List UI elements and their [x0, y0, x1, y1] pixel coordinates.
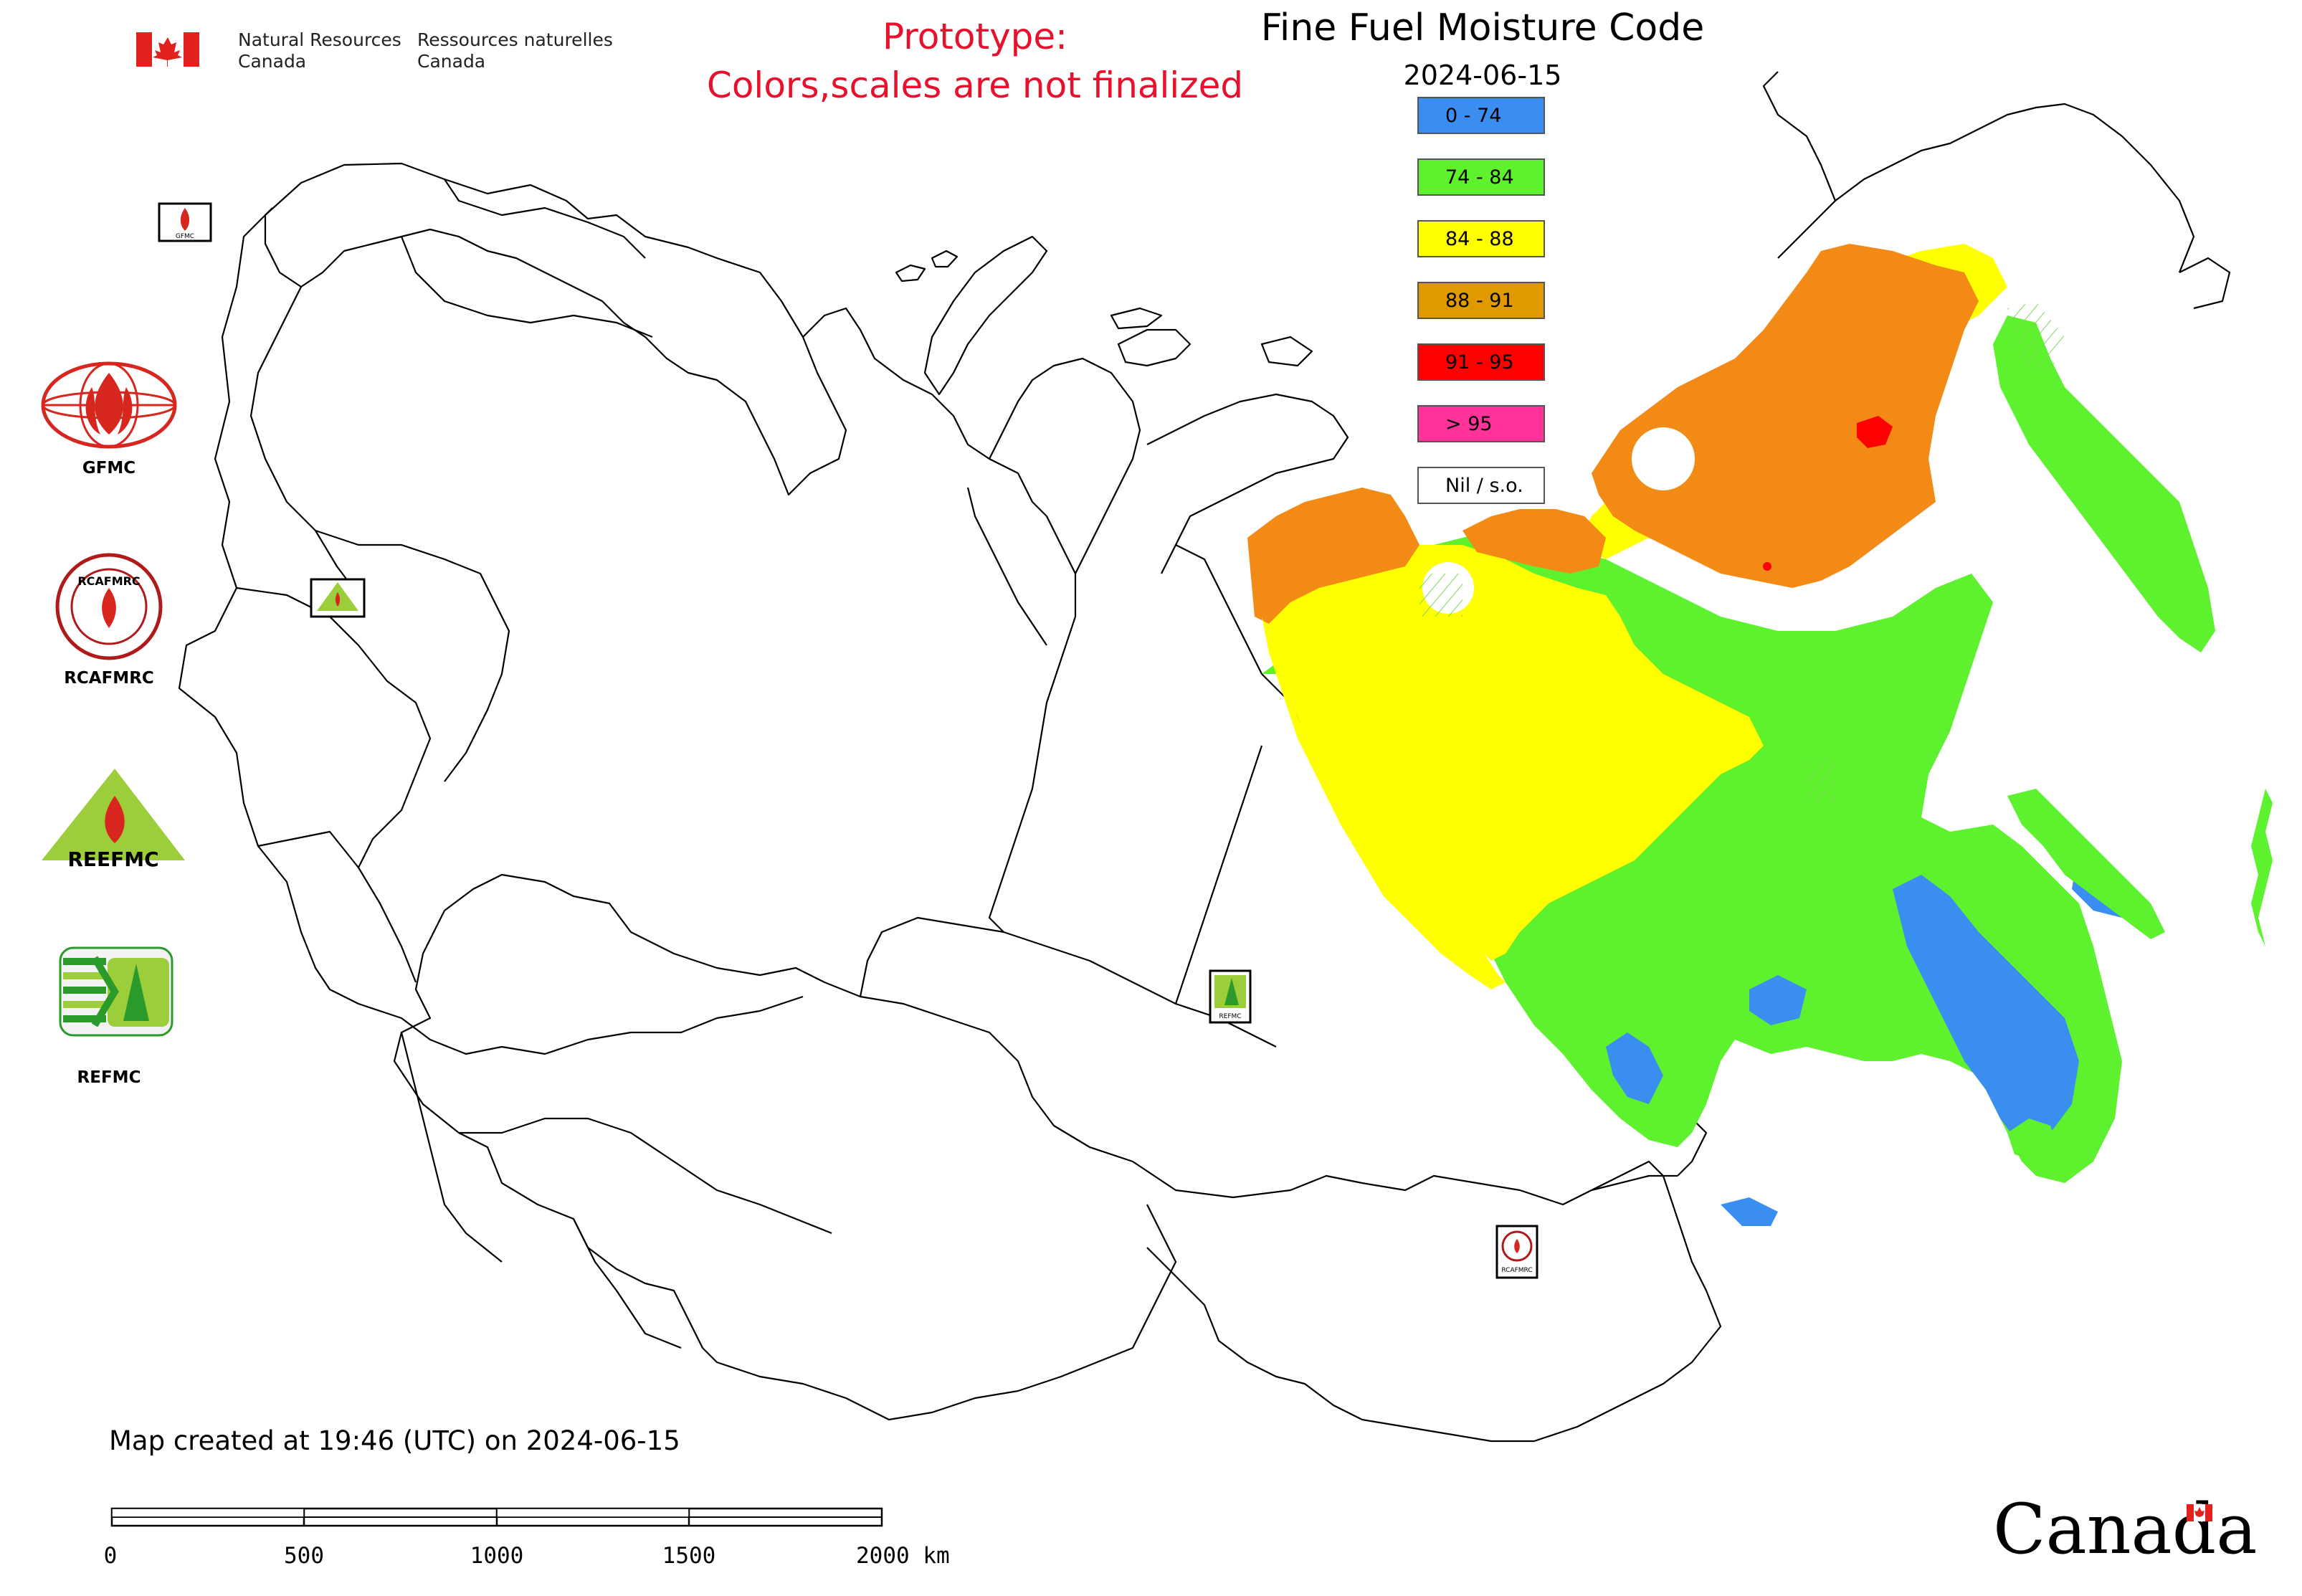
- class-88-91-center: [1462, 509, 1606, 574]
- gfmc-map-marker[interactable]: GFMC: [158, 202, 212, 242]
- scale-bar-labels: 0 500 1000 1500 2000 km: [104, 1543, 950, 1569]
- legend-item: 91 - 95: [1417, 343, 1545, 381]
- svg-text:RCAFMRC: RCAFMRC: [77, 574, 140, 588]
- class-88-91-area: [1592, 244, 1979, 588]
- nil-hatch-area-3: [1419, 574, 1462, 617]
- gfmc-logo[interactable]: GFMC: [41, 361, 177, 478]
- nil-area-1: [1632, 427, 1695, 490]
- agency-fr-line1: Ressources naturelles: [417, 29, 613, 50]
- legend-swatch: [1417, 158, 1545, 196]
- scale-tick-0: 0: [104, 1543, 118, 1569]
- class-84-88-area: [1262, 545, 1764, 961]
- legend-swatch: [1417, 97, 1545, 134]
- prototype-notice-line2: Colors,scales are not finalized: [707, 65, 1243, 106]
- refmc-marker-label: REFMC: [1219, 1013, 1241, 1020]
- reefmc-logo[interactable]: REEFMC: [42, 769, 185, 871]
- gfmc-marker-icon: [180, 208, 190, 231]
- class-74-84-area: [1262, 531, 2122, 1183]
- class-74-84-east-coast: [1993, 315, 2215, 652]
- class-91-95-area: [1857, 416, 1893, 448]
- rcafmrc-logo-icon: RCAFMRC: [55, 553, 163, 660]
- class-0-74-area-5: [1721, 1197, 1778, 1226]
- legend-label: 84 - 88: [1445, 228, 1514, 250]
- legend-swatch: [1417, 282, 1545, 319]
- wordmark-flag-icon: [2187, 1504, 2212, 1521]
- class-91-95-spot: [1763, 562, 1771, 571]
- map-date: 2024-06-15: [1404, 60, 1562, 91]
- canada-flag-icon: [136, 32, 199, 67]
- class-84-88-sw: [1262, 617, 1506, 989]
- map-created-note: Map created at 19:46 (UTC) on 2024-06-15: [109, 1425, 680, 1456]
- agency-en-line2: Canada: [238, 51, 306, 72]
- rcafmrc-map-marker[interactable]: RCAFMRC: [1495, 1225, 1538, 1279]
- refmc-label: REFMC: [77, 1068, 141, 1087]
- canada-wordmark: Canada: [1993, 1489, 2257, 1569]
- refmc-logo-icon: [59, 946, 173, 1037]
- scale-tick-1500: 1500: [662, 1543, 716, 1569]
- legend-swatch: [1417, 405, 1545, 442]
- legend-label: 74 - 84: [1445, 166, 1514, 189]
- legend-item: 88 - 91: [1417, 282, 1545, 319]
- class-88-91-west: [1247, 488, 1419, 624]
- legend-item: 84 - 88: [1417, 220, 1545, 257]
- refmc-logo[interactable]: REFMC: [59, 946, 173, 1087]
- agency-en-line1: Natural Resources: [238, 29, 401, 50]
- legend-swatch: [1417, 343, 1545, 381]
- legend-item: Nil / s.o.: [1417, 467, 1545, 504]
- legend-label: 0 - 74: [1445, 105, 1501, 127]
- prototype-notice-line1: Prototype:: [883, 16, 1067, 57]
- class-0-74-area: [1893, 875, 2079, 1147]
- ffmc-raster: [1247, 244, 2273, 1226]
- legend: 0 - 74 74 - 84 84 - 88 88 - 91 91 - 95 > 95 Ni…: [1417, 97, 1545, 504]
- rcafmrc-marker-label: RCAFMRC: [1501, 1267, 1532, 1274]
- class-0-74-area-3: [1606, 1032, 1663, 1104]
- class-0-74-area-4: [1749, 975, 1807, 1025]
- class-74-84-south: [2007, 1118, 2058, 1162]
- reefmc-map-marker[interactable]: [310, 578, 366, 618]
- map-title: Fine Fuel Moisture Code: [1261, 6, 1705, 49]
- legend-label: Nil / s.o.: [1445, 475, 1523, 497]
- scale-bar: [110, 1507, 883, 1527]
- gfmc-logo-icon: [41, 361, 177, 449]
- gfmc-marker-label: GFMC: [176, 233, 194, 240]
- scale-tick-1000: 1000: [470, 1543, 524, 1569]
- agency-fr-line2: Canada: [417, 51, 485, 72]
- scale-tick-500: 500: [284, 1543, 324, 1569]
- class-74-84-islands: [2251, 789, 2273, 946]
- reefmc-logo-icon: REEFMC: [42, 769, 185, 871]
- legend-item: 74 - 84: [1417, 158, 1545, 196]
- rcafmrc-label: RCAFMRC: [64, 669, 154, 688]
- gfmc-label: GFMC: [82, 459, 135, 478]
- nil-hatch-area: [2007, 301, 2065, 373]
- scale-tick-2000: 2000 km: [856, 1543, 950, 1569]
- legend-label: 88 - 91: [1445, 290, 1514, 312]
- legend-item: 0 - 74: [1417, 97, 1545, 134]
- rcafmrc-logo[interactable]: RCAFMRC RCAFMRC: [55, 553, 163, 688]
- legend-swatch: [1417, 467, 1545, 504]
- admin-boundaries: [178, 71, 2231, 1443]
- canada-wordmark-text: Canada: [1993, 1489, 2257, 1569]
- legend-label: > 95: [1445, 413, 1493, 435]
- class-74-84-kamchatka: [2007, 789, 2165, 939]
- legend-item: > 95: [1417, 405, 1545, 442]
- reefmc-wordmark: REEFMC: [67, 847, 158, 871]
- refmc-map-marker[interactable]: REFMC: [1209, 969, 1252, 1024]
- nil-hatch-area-2: [1807, 760, 1835, 803]
- legend-label: 91 - 95: [1445, 351, 1514, 374]
- legend-swatch: [1417, 220, 1545, 257]
- nrcan-signature: Natural Resources Canada Ressources natu…: [136, 29, 613, 72]
